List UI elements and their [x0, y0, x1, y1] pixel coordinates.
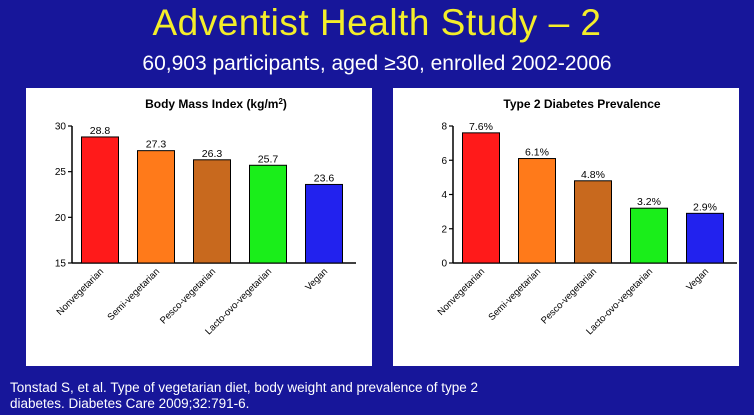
- bar-nonvegetarian: [462, 132, 500, 264]
- value-label: 7.6%: [469, 121, 493, 133]
- bar-pesco-vegetarian: [193, 159, 231, 264]
- bmi-chart-panel: Body Mass Index (kg/m2) 15 20 25 30 28.8 Nonv…: [26, 88, 372, 366]
- y-tick-label: 30: [55, 122, 67, 133]
- bmi-chart: Body Mass Index (kg/m2) 15 20 25 30 28.8 Nonv…: [55, 97, 356, 337]
- diabetes-chart-panel: Type 2 Diabetes Prevalence 0 2 4 6 8 7.6% Nonv…: [393, 88, 739, 366]
- y-tick-label: 15: [55, 259, 67, 270]
- slide-subtitle: 60,903 participants, aged ≥30, enrolled …: [142, 52, 612, 75]
- value-label: 3.2%: [637, 196, 661, 208]
- y-tick-label: 2: [441, 224, 447, 235]
- bar-vegan: [686, 212, 724, 264]
- value-label: 2.9%: [693, 201, 717, 213]
- category-label: Vegan: [303, 266, 330, 293]
- bar-pesco-vegetarian: [574, 180, 612, 264]
- value-label: 27.3: [146, 139, 167, 151]
- bar-lacto-ovo-vegetarian: [249, 164, 287, 264]
- category-label: Semi-vegetarian: [486, 266, 543, 323]
- diabetes-chart: Type 2 Diabetes Prevalence 0 2 4 6 8 7.6% Nonv…: [436, 97, 737, 337]
- bar-semi-vegetarian: [137, 150, 175, 264]
- value-label: 23.6: [314, 172, 335, 184]
- category-label: Pesco-vegetarian: [158, 266, 218, 326]
- value-label: 4.8%: [581, 169, 605, 181]
- y-tick-label: 25: [55, 167, 67, 178]
- bar-semi-vegetarian: [518, 158, 556, 264]
- y-tick-label: 0: [441, 259, 447, 270]
- bmi-chart-title: Body Mass Index (kg/m2): [145, 97, 287, 112]
- category-label: Nonvegetarian: [55, 266, 106, 317]
- y-tick-label: 6: [441, 156, 447, 167]
- citation-line-1: Tonstad S, et al. Type of vegetarian die…: [10, 380, 479, 395]
- value-label: 28.8: [90, 125, 111, 137]
- value-label: 25.7: [258, 153, 279, 165]
- bar-lacto-ovo-vegetarian: [630, 207, 668, 264]
- bar-vegan: [305, 183, 343, 264]
- y-tick-label: 4: [441, 190, 447, 201]
- category-label: Vegan: [684, 266, 711, 293]
- slide-title: Adventist Health Study – 2: [152, 2, 602, 43]
- value-label: 26.3: [202, 148, 223, 160]
- category-label: Semi-vegetarian: [105, 266, 162, 323]
- value-label: 6.1%: [525, 147, 549, 159]
- y-tick-label: 8: [441, 122, 447, 133]
- citation: Tonstad S, et al. Type of vegetarian die…: [10, 380, 730, 412]
- category-label: Nonvegetarian: [436, 266, 487, 317]
- y-tick-label: 20: [55, 213, 67, 224]
- category-label: Pesco-vegetarian: [539, 266, 599, 326]
- diabetes-chart-title: Type 2 Diabetes Prevalence: [503, 97, 661, 111]
- bar-nonvegetarian: [81, 136, 119, 264]
- citation-line-2: diabetes. Diabetes Care 2009;32:791-6.: [10, 396, 250, 411]
